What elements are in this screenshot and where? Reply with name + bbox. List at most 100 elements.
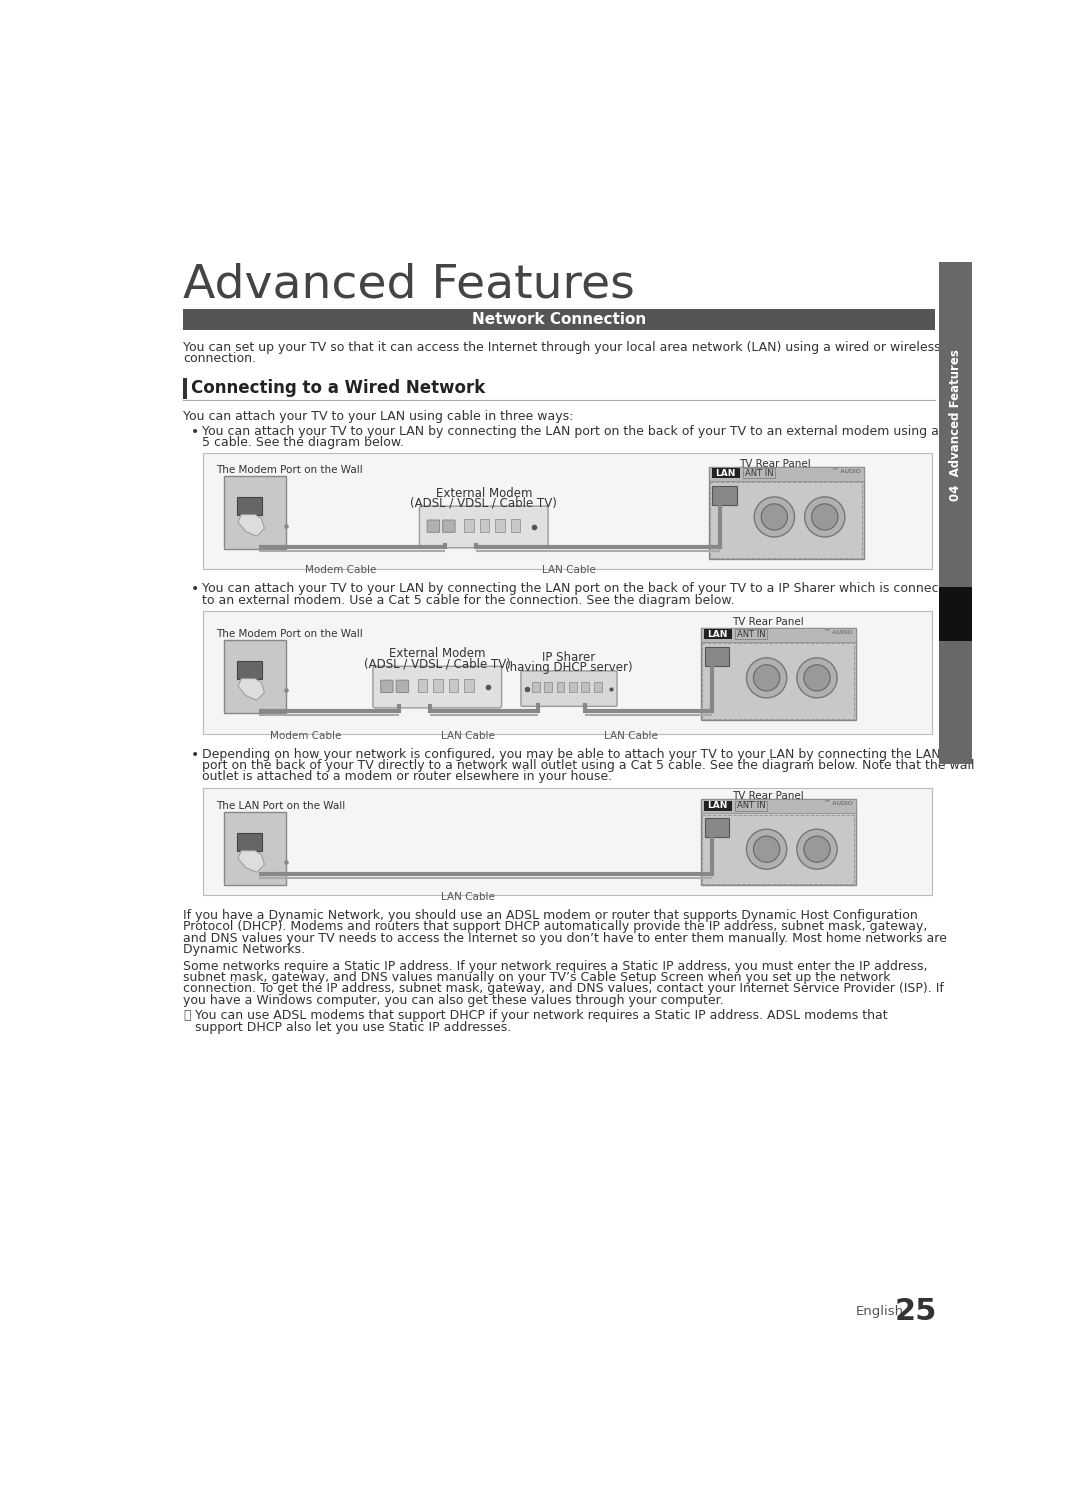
Text: External Modem: External Modem <box>389 647 486 660</box>
FancyBboxPatch shape <box>713 486 738 505</box>
FancyBboxPatch shape <box>238 660 262 680</box>
Text: ANT IN: ANT IN <box>737 630 766 639</box>
FancyBboxPatch shape <box>225 813 286 886</box>
FancyBboxPatch shape <box>203 611 932 734</box>
Text: Modem Cable: Modem Cable <box>270 731 341 741</box>
FancyBboxPatch shape <box>480 520 489 532</box>
Text: ANT IN: ANT IN <box>737 801 766 810</box>
Text: 5 cable. See the diagram below.: 5 cable. See the diagram below. <box>202 436 404 448</box>
Text: you have a Windows computer, you can also get these values through your computer: you have a Windows computer, you can als… <box>183 994 724 1007</box>
Text: TV Rear Panel: TV Rear Panel <box>732 792 804 801</box>
FancyBboxPatch shape <box>701 627 855 720</box>
FancyBboxPatch shape <box>704 629 732 639</box>
Text: Some networks require a Static IP address. If your network requires a Static IP : Some networks require a Static IP addres… <box>183 961 928 973</box>
Text: LAN Cable: LAN Cable <box>442 731 496 741</box>
FancyBboxPatch shape <box>396 680 408 693</box>
Text: You can attach your TV to your LAN by connecting the LAN port on the back of you: You can attach your TV to your LAN by co… <box>202 424 963 438</box>
Text: ™ AUDIO: ™ AUDIO <box>824 630 852 635</box>
Polygon shape <box>238 850 265 872</box>
Text: •: • <box>191 748 199 762</box>
Text: You can set up your TV so that it can access the Internet through your local are: You can set up your TV so that it can ac… <box>183 341 941 354</box>
Text: Modem Cable: Modem Cable <box>305 565 376 575</box>
FancyBboxPatch shape <box>581 681 590 693</box>
Text: English: English <box>855 1306 904 1318</box>
FancyBboxPatch shape <box>183 378 187 399</box>
FancyBboxPatch shape <box>734 629 768 639</box>
Text: support DHCP also let you use Static IP addresses.: support DHCP also let you use Static IP … <box>195 1020 512 1034</box>
Text: ANT IN: ANT IN <box>744 469 773 478</box>
Text: LAN: LAN <box>715 469 735 478</box>
FancyBboxPatch shape <box>734 801 768 811</box>
Text: (ADSL / VDSL / Cable TV): (ADSL / VDSL / Cable TV) <box>364 657 511 671</box>
Text: If you have a Dynamic Network, you should use an ADSL modem or router that suppo: If you have a Dynamic Network, you shoul… <box>183 910 918 922</box>
FancyBboxPatch shape <box>701 627 855 641</box>
Text: LAN: LAN <box>707 801 728 810</box>
FancyBboxPatch shape <box>449 680 458 692</box>
FancyBboxPatch shape <box>531 681 540 693</box>
Text: ™ AUDIO: ™ AUDIO <box>824 801 852 807</box>
FancyBboxPatch shape <box>464 680 474 692</box>
FancyBboxPatch shape <box>556 681 565 693</box>
FancyBboxPatch shape <box>433 680 443 692</box>
Circle shape <box>805 498 845 536</box>
Text: ™ AUDIO: ™ AUDIO <box>832 469 861 474</box>
Circle shape <box>811 503 838 530</box>
FancyBboxPatch shape <box>203 453 932 569</box>
FancyBboxPatch shape <box>569 681 577 693</box>
Text: You can use ADSL modems that support DHCP if your network requires a Static IP a: You can use ADSL modems that support DHC… <box>195 1010 888 1022</box>
FancyBboxPatch shape <box>238 498 262 515</box>
Circle shape <box>804 665 831 690</box>
Text: IP Sharer: IP Sharer <box>542 651 596 663</box>
FancyBboxPatch shape <box>704 647 729 665</box>
FancyBboxPatch shape <box>940 587 972 641</box>
FancyBboxPatch shape <box>701 799 855 886</box>
FancyBboxPatch shape <box>428 520 440 532</box>
Text: Protocol (DHCP). Modems and routers that support DHCP automatically provide the : Protocol (DHCP). Modems and routers that… <box>183 920 928 934</box>
FancyBboxPatch shape <box>238 834 262 852</box>
FancyBboxPatch shape <box>203 787 932 895</box>
Text: You can attach your TV to your LAN by connecting the LAN port on the back of you: You can attach your TV to your LAN by co… <box>202 583 959 596</box>
Text: ⎓: ⎓ <box>183 1010 190 1022</box>
Text: LAN: LAN <box>707 630 728 639</box>
FancyBboxPatch shape <box>940 641 972 765</box>
Circle shape <box>754 665 780 690</box>
FancyBboxPatch shape <box>225 639 286 713</box>
Text: LAN Cable: LAN Cable <box>604 731 658 741</box>
FancyBboxPatch shape <box>704 801 732 811</box>
Text: The Modem Port on the Wall: The Modem Port on the Wall <box>216 629 363 639</box>
Circle shape <box>804 837 831 862</box>
Text: connection. To get the IP address, subnet mask, gateway, and DNS values, contact: connection. To get the IP address, subne… <box>183 983 944 995</box>
Text: TV Rear Panel: TV Rear Panel <box>732 617 804 627</box>
FancyBboxPatch shape <box>183 309 935 330</box>
Text: LAN Cable: LAN Cable <box>442 892 496 902</box>
Text: port on the back of your TV directly to a network wall outlet using a Cat 5 cabl: port on the back of your TV directly to … <box>202 759 974 772</box>
Text: connection.: connection. <box>183 353 256 365</box>
Text: •: • <box>191 424 199 439</box>
Text: Depending on how your network is configured, you may be able to attach your TV t: Depending on how your network is configu… <box>202 748 941 760</box>
Text: Dynamic Networks.: Dynamic Networks. <box>183 943 305 956</box>
FancyBboxPatch shape <box>940 263 972 587</box>
Text: 25: 25 <box>894 1297 936 1327</box>
FancyBboxPatch shape <box>708 466 864 481</box>
Circle shape <box>761 503 787 530</box>
Text: External Modem: External Modem <box>435 487 532 500</box>
Text: The Modem Port on the Wall: The Modem Port on the Wall <box>216 465 363 475</box>
FancyBboxPatch shape <box>419 506 548 548</box>
Text: subnet mask, gateway, and DNS values manually on your TV’s Cable Setup Screen wh: subnet mask, gateway, and DNS values man… <box>183 971 891 985</box>
Text: Network Connection: Network Connection <box>472 312 646 327</box>
FancyBboxPatch shape <box>712 469 740 478</box>
Polygon shape <box>238 678 265 701</box>
Circle shape <box>754 498 795 536</box>
Text: to an external modem. Use a Cat 5 cable for the connection. See the diagram belo: to an external modem. Use a Cat 5 cable … <box>202 593 734 607</box>
FancyBboxPatch shape <box>443 520 455 532</box>
Text: (having DHCP server): (having DHCP server) <box>505 660 633 674</box>
FancyBboxPatch shape <box>701 799 855 813</box>
Text: 04  Advanced Features: 04 Advanced Features <box>949 350 962 500</box>
Text: Connecting to a Wired Network: Connecting to a Wired Network <box>191 379 485 397</box>
FancyBboxPatch shape <box>594 681 602 693</box>
Circle shape <box>746 829 786 870</box>
Circle shape <box>754 837 780 862</box>
FancyBboxPatch shape <box>708 466 864 559</box>
Text: LAN Cable: LAN Cable <box>542 565 596 575</box>
FancyBboxPatch shape <box>743 469 775 478</box>
